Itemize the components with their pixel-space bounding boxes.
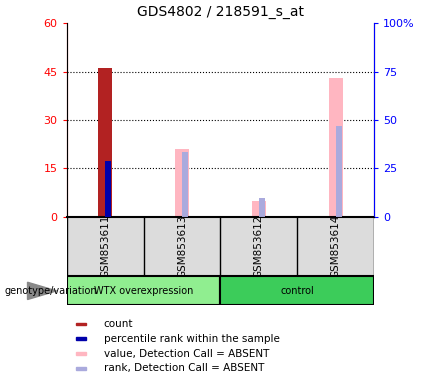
Bar <box>259 198 265 217</box>
Title: GDS4802 / 218591_s_at: GDS4802 / 218591_s_at <box>137 5 304 19</box>
Bar <box>329 78 343 217</box>
Bar <box>76 352 86 355</box>
Polygon shape <box>28 282 56 300</box>
Bar <box>252 201 266 217</box>
Bar <box>76 323 86 325</box>
Bar <box>182 152 188 217</box>
Bar <box>76 338 86 340</box>
Text: GSM853612: GSM853612 <box>254 215 264 278</box>
Bar <box>175 149 189 217</box>
Text: WTX overexpression: WTX overexpression <box>94 286 193 296</box>
Text: control: control <box>280 286 314 296</box>
Bar <box>98 68 112 217</box>
Text: rank, Detection Call = ABSENT: rank, Detection Call = ABSENT <box>104 363 264 373</box>
Text: GSM853611: GSM853611 <box>100 215 110 278</box>
Bar <box>67 276 221 305</box>
Text: value, Detection Call = ABSENT: value, Detection Call = ABSENT <box>104 349 269 359</box>
Text: GSM853614: GSM853614 <box>331 215 341 278</box>
Bar <box>336 126 342 217</box>
Bar <box>221 276 374 305</box>
Bar <box>105 161 111 217</box>
Text: genotype/variation: genotype/variation <box>4 286 97 296</box>
Text: count: count <box>104 319 133 329</box>
Text: GSM853613: GSM853613 <box>177 215 187 278</box>
Bar <box>76 367 86 370</box>
Text: percentile rank within the sample: percentile rank within the sample <box>104 334 280 344</box>
